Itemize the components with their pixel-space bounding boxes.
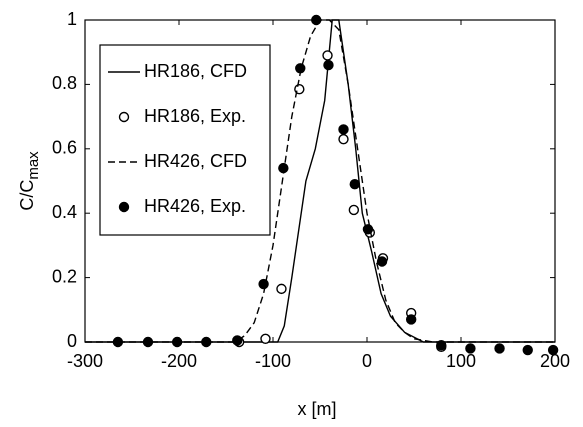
marker <box>276 283 287 295</box>
marker <box>465 343 476 354</box>
marker <box>311 14 322 26</box>
x-tick-label: -200 <box>161 351 197 371</box>
legend-label: HR186, CFD <box>144 61 247 81</box>
marker <box>322 50 333 61</box>
y-tick-label: 0.2 <box>52 266 77 286</box>
marker <box>348 204 360 216</box>
marker <box>436 340 447 351</box>
legend-box <box>99 44 271 236</box>
marker <box>201 336 212 348</box>
y-axis-label-sub: max <box>25 151 42 180</box>
marker <box>112 336 124 348</box>
y-axis-label: C/Cmax <box>17 151 42 211</box>
x-axis-label: x [m] <box>298 399 337 419</box>
marker <box>338 133 349 145</box>
y-tick-label: 0.4 <box>52 202 77 222</box>
legend-label: HR426, Exp. <box>144 196 246 216</box>
marker <box>362 224 374 235</box>
marker <box>349 179 360 190</box>
marker <box>232 335 243 346</box>
marker <box>547 344 559 356</box>
legend-label: HR426, CFD <box>144 151 247 171</box>
marker <box>118 111 130 123</box>
x-tick-label: 100 <box>446 351 476 371</box>
marker <box>258 278 269 290</box>
x-tick-label: -300 <box>67 351 103 371</box>
marker <box>118 201 130 213</box>
marker <box>278 162 289 174</box>
legend: HR186, CFD HR186, Exp. HR426, CFD HR426, Ex… <box>108 61 247 216</box>
marker <box>295 63 306 74</box>
marker <box>323 59 334 71</box>
marker <box>142 336 154 348</box>
marker <box>338 124 349 135</box>
y-tick-label: 0 <box>67 331 77 351</box>
legend-label: HR186, Exp. <box>144 106 246 126</box>
series-line <box>85 19 555 343</box>
marker <box>260 333 271 344</box>
y-tick-label: 1 <box>67 9 77 29</box>
x-tick-label: 200 <box>540 351 570 371</box>
y-tick-label: 0.8 <box>52 73 77 93</box>
marker <box>376 256 388 267</box>
marker <box>494 343 505 354</box>
marker <box>171 336 183 348</box>
series-line <box>85 19 555 343</box>
x-tick-label: 0 <box>362 351 372 371</box>
marker <box>522 344 533 356</box>
marker <box>405 314 417 325</box>
y-axis-label-main: C/C <box>17 180 37 211</box>
x-tick-label: -100 <box>255 351 291 371</box>
y-tick-label: 0.6 <box>52 138 77 158</box>
plot-area <box>85 14 559 356</box>
